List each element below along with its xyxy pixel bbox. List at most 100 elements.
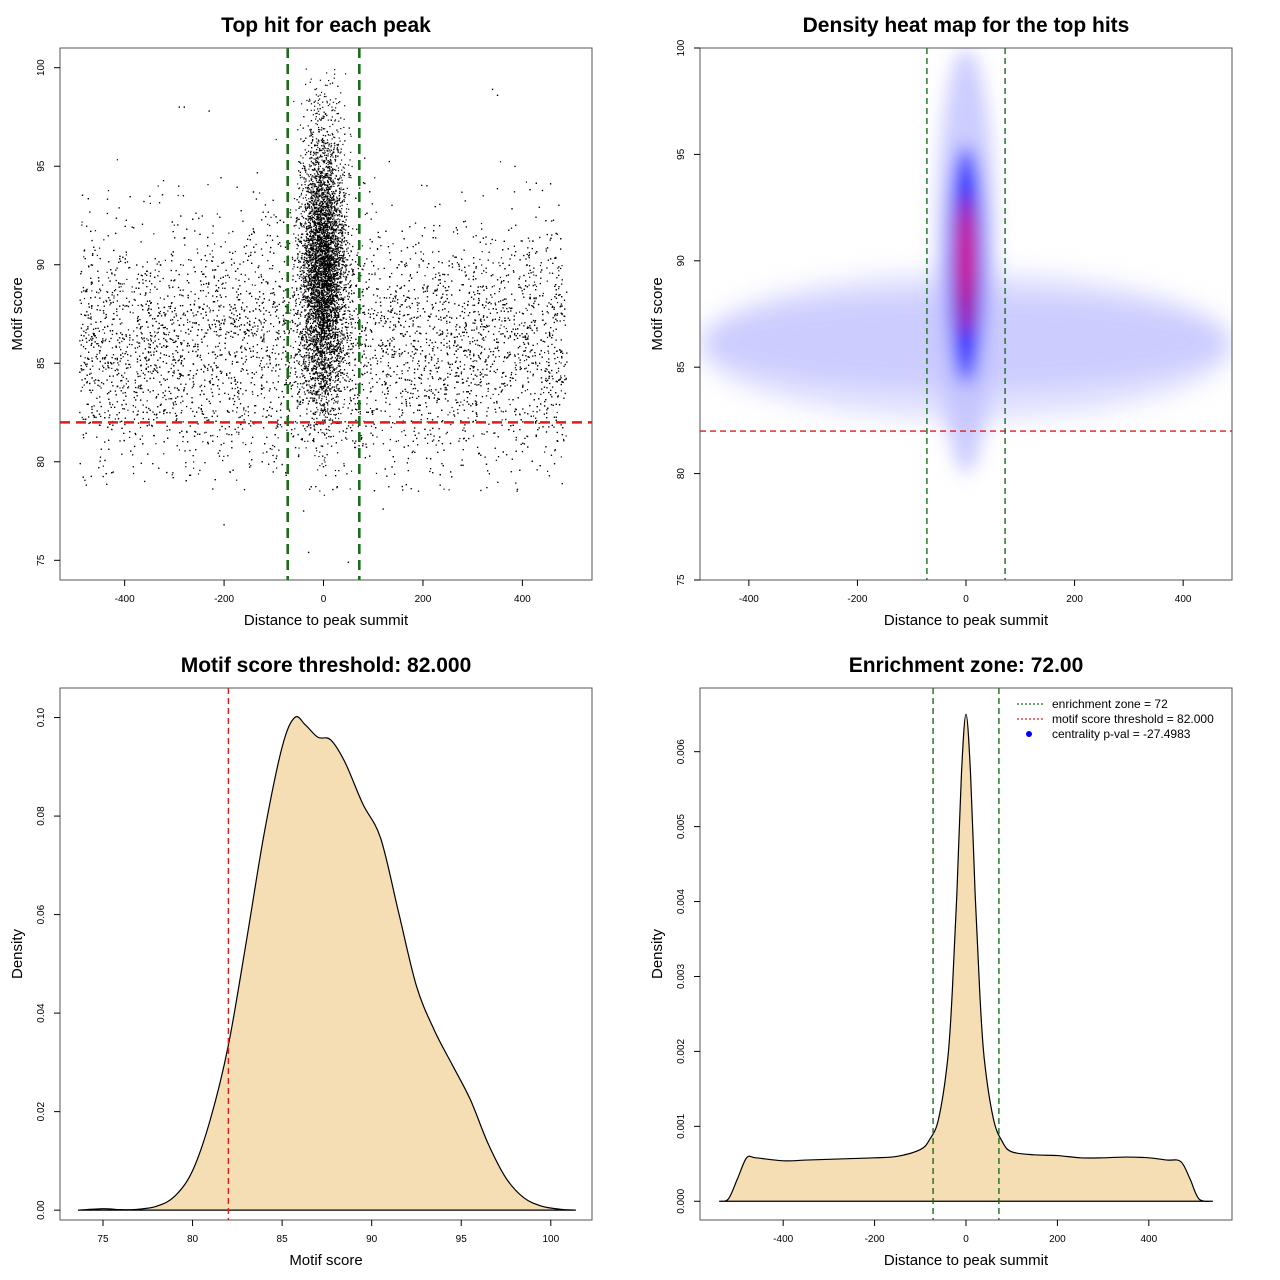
scatter-point <box>101 284 104 286</box>
scatter-point <box>559 349 561 352</box>
scatter-point <box>522 384 524 386</box>
scatter-point <box>154 336 156 338</box>
scatter-point <box>477 311 479 313</box>
scatter-point <box>340 210 342 212</box>
scatter-point <box>164 259 166 261</box>
scatter-point <box>259 320 261 322</box>
scatter-point <box>83 361 85 363</box>
scatter-point <box>483 433 485 435</box>
scatter-point <box>128 436 131 439</box>
scatter-point <box>160 374 162 376</box>
scatter-point <box>223 315 225 317</box>
scatter-point <box>103 332 106 334</box>
scatter-point <box>389 338 391 340</box>
scatter-point <box>528 284 530 286</box>
scatter-point <box>166 429 168 431</box>
scatter-point <box>441 330 443 333</box>
scatter-point <box>500 410 502 412</box>
scatter-point <box>462 391 465 393</box>
scatter-point <box>352 269 354 272</box>
scatter-point <box>411 351 413 353</box>
scatter-point <box>560 375 562 377</box>
scatter-point <box>162 396 164 399</box>
scatter-point <box>255 371 257 373</box>
scatter-point <box>261 369 263 371</box>
scatter-point <box>419 326 421 328</box>
scatter-point <box>193 303 195 305</box>
scatter-point <box>96 254 98 257</box>
scatter-point <box>81 416 83 419</box>
scatter-point <box>122 356 124 358</box>
scatter-point <box>107 190 110 192</box>
scatter-point <box>238 433 240 435</box>
scatter-point <box>236 431 238 433</box>
scatter-point <box>521 240 523 242</box>
scatter-point <box>332 379 334 382</box>
scatter-point <box>456 262 458 264</box>
scatter-point <box>84 357 86 359</box>
scatter-point <box>83 256 85 258</box>
scatter-point <box>272 345 275 347</box>
scatter-point <box>259 192 261 194</box>
scatter-point <box>445 433 447 435</box>
scatter-point <box>495 371 497 374</box>
scatter-point <box>350 321 352 324</box>
scatter-point <box>498 262 500 264</box>
scatter-point <box>533 281 536 283</box>
scatter-point <box>254 284 256 286</box>
scatter-point <box>429 385 431 387</box>
scatter-point <box>504 336 506 338</box>
scatter-point <box>433 345 435 348</box>
scatter-point <box>536 330 538 332</box>
scatter-point <box>92 365 94 367</box>
scatter-point <box>532 375 534 377</box>
scatter-point <box>505 327 507 330</box>
scatter-point <box>463 399 465 401</box>
scatter-point <box>369 391 371 393</box>
scatter-point <box>381 429 383 431</box>
scatter-point <box>509 403 511 406</box>
scatter-point <box>307 440 309 442</box>
scatter-point <box>500 257 503 259</box>
scatter-point <box>98 352 101 354</box>
scatter-point <box>485 305 487 307</box>
scatter-point <box>536 327 538 329</box>
scatter-point <box>293 266 295 268</box>
scatter-point <box>565 435 567 437</box>
scatter-point <box>149 291 151 293</box>
scatter-point <box>160 324 162 326</box>
scatter-point <box>374 177 376 179</box>
scatter-point <box>345 362 348 365</box>
scatter-point <box>345 318 347 320</box>
scatter-point <box>266 331 268 333</box>
scatter-point <box>447 361 449 363</box>
scatter-point <box>119 387 121 389</box>
scatter-point <box>354 321 357 324</box>
scatter-point <box>368 382 370 384</box>
scatter-point <box>263 387 265 389</box>
scatter-point <box>90 372 92 374</box>
scatter-point <box>202 441 204 443</box>
scatter-point <box>197 473 200 475</box>
scatter-point <box>243 409 245 411</box>
scatter-point <box>262 452 264 454</box>
scatter-point <box>332 360 334 362</box>
scatter-point <box>289 312 291 314</box>
scatter-point <box>443 338 445 340</box>
scatter-point <box>430 390 432 392</box>
scatter-point <box>114 418 116 420</box>
scatter-point <box>173 224 175 226</box>
scatter-point <box>116 310 118 313</box>
scatter-point <box>199 354 202 356</box>
scatter-point <box>204 332 206 334</box>
scatter-point <box>289 375 291 377</box>
scatter-point <box>141 325 143 328</box>
scatter-point <box>106 291 108 293</box>
scatter-point <box>150 314 152 316</box>
scatter-point <box>212 434 214 437</box>
scatter-point <box>491 296 493 298</box>
scatter-point <box>113 295 115 297</box>
scatter-point <box>86 365 88 368</box>
scatter-point <box>327 412 329 414</box>
scatter-point <box>102 465 104 467</box>
